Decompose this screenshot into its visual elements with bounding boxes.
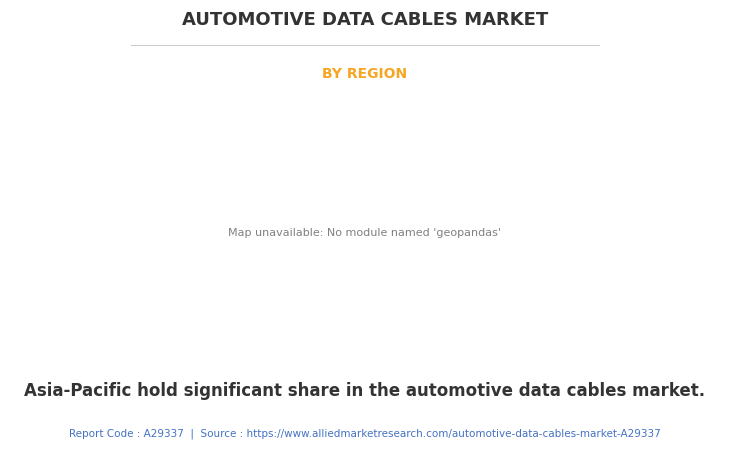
Text: AUTOMOTIVE DATA CABLES MARKET: AUTOMOTIVE DATA CABLES MARKET (182, 11, 548, 29)
Text: Report Code : A29337  |  Source : https://www.alliedmarketresearch.com/automotiv: Report Code : A29337 | Source : https://… (69, 429, 661, 439)
Text: BY REGION: BY REGION (323, 67, 407, 81)
Text: Map unavailable: No module named 'geopandas': Map unavailable: No module named 'geopan… (228, 228, 502, 238)
Text: Asia-Pacific hold significant share in the automotive data cables market.: Asia-Pacific hold significant share in t… (24, 382, 706, 400)
